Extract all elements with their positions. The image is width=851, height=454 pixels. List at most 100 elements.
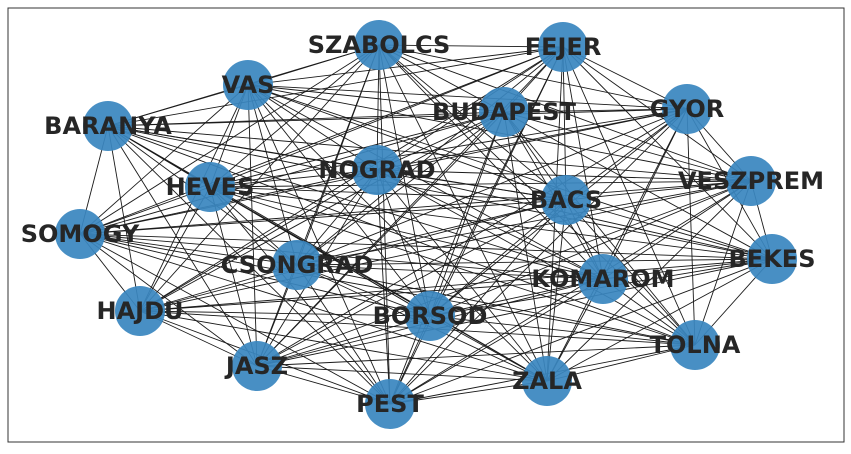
edge-veszprem-bacs (565, 180, 752, 201)
node-label-pest: PEST (356, 390, 424, 418)
edge-gyor-baranya (107, 108, 688, 127)
edge-budapest-csongrad (296, 111, 505, 266)
node-pest (365, 379, 415, 429)
edge-veszprem-borsod (429, 180, 752, 317)
edge-bacs-pest (389, 199, 567, 405)
edge-heves-jasz (209, 186, 258, 367)
node-komarom (578, 254, 628, 304)
edge-vas-csongrad (247, 84, 298, 266)
edge-somogy-tolna (79, 233, 696, 346)
edge-somogy-borsod (79, 233, 431, 317)
edge-veszprem-jasz (256, 180, 752, 367)
edge-baranya-pest (107, 125, 391, 405)
edge-tolna-jasz (256, 344, 696, 367)
edge-budapest-hajdu (139, 111, 505, 312)
node-label-hajdu: HAJDU (97, 297, 184, 325)
edge-fejer-bekes (562, 46, 773, 260)
edge-vas-komarom (247, 84, 604, 280)
edge-budapest-bekes (503, 111, 773, 260)
edge-csongrad-hajdu (139, 264, 298, 312)
edge-szabolcs-fejer (378, 44, 564, 48)
edge-fejer-bacs (562, 46, 567, 201)
edge-heves-bacs (209, 186, 567, 201)
edge-tolna-zala (546, 344, 696, 382)
edge-szabolcs-komarom (378, 44, 604, 280)
edge-szabolcs-bacs (378, 44, 567, 201)
edge-nograd-tolna (376, 169, 696, 346)
edge-somogy-zala (79, 233, 548, 382)
edge-somogy-komarom (79, 233, 604, 280)
node-bekes (747, 234, 797, 284)
edge-veszprem-komarom (602, 180, 752, 280)
node-jasz (232, 341, 282, 391)
node-borsod (405, 291, 455, 341)
edge-budapest-tolna (503, 111, 696, 346)
edge-baranya-veszprem (107, 125, 752, 182)
edge-vas-borsod (247, 84, 431, 317)
edge-bekes-jasz (256, 258, 773, 367)
edge-fejer-tolna (562, 46, 696, 346)
edge-csongrad-tolna (296, 264, 696, 346)
edge-gyor-komarom (602, 108, 688, 280)
edge-gyor-tolna (686, 108, 696, 346)
edge-szabolcs-hajdu (139, 44, 380, 312)
edge-bekes-hajdu (139, 258, 773, 312)
node-label-baranya: BARANYA (44, 112, 172, 140)
node-label-tolna: TOLNA (650, 331, 741, 359)
node-label-bacs: BACS (530, 186, 602, 214)
edge-hajdu-borsod (139, 310, 431, 317)
edge-bacs-tolna (565, 199, 696, 346)
node-label-vas: VAS (222, 71, 275, 99)
edge-fejer-somogy (79, 46, 564, 235)
edge-veszprem-hajdu (139, 180, 752, 312)
edge-fejer-komarom (562, 46, 604, 280)
node-hajdu (115, 286, 165, 336)
edge-vas-gyor (247, 84, 688, 110)
edge-zala-pest (389, 380, 548, 405)
edge-bacs-somogy (79, 199, 567, 235)
edge-vas-bekes (247, 84, 773, 260)
edge-szabolcs-zala (378, 44, 548, 382)
edge-bacs-hajdu (139, 199, 567, 312)
edge-budapest-baranya (107, 111, 505, 127)
node-nograd (352, 145, 402, 195)
node-csongrad (272, 240, 322, 290)
node-fejer (538, 22, 588, 72)
edge-budapest-borsod (429, 111, 505, 317)
edge-fejer-pest (389, 46, 564, 405)
node-budapest (479, 87, 529, 137)
plot-frame (7, 7, 845, 443)
edge-bacs-jasz (256, 199, 567, 367)
node-label-budapest: BUDAPEST (432, 98, 577, 126)
node-label-komarom: KOMAROM (531, 265, 674, 293)
edge-gyor-pest (389, 108, 688, 405)
node-label-jasz: JASZ (224, 352, 288, 380)
node-label-szabolcs: SZABOLCS (308, 31, 451, 59)
edge-baranya-jasz (107, 125, 258, 367)
edge-vas-nograd (247, 84, 378, 171)
edge-gyor-bacs (565, 108, 688, 201)
node-label-heves: HEVES (166, 173, 255, 201)
edge-gyor-nograd (376, 108, 688, 171)
node-label-veszprem: VESZPREM (678, 167, 824, 195)
edge-gyor-csongrad (296, 108, 688, 266)
edge-heves-bekes (209, 186, 773, 260)
node-label-bekes: BEKES (729, 245, 816, 273)
edge-vas-zala (247, 84, 548, 382)
edge-komarom-borsod (429, 278, 604, 317)
edge-budapest-heves (209, 111, 505, 188)
node-label-gyor: GYOR (650, 95, 725, 123)
edge-nograd-heves (209, 169, 378, 188)
edge-bekes-pest (389, 258, 773, 405)
edge-veszprem-heves (209, 180, 752, 188)
edge-jasz-zala (256, 365, 548, 382)
edge-budapest-somogy (79, 111, 505, 235)
edge-fejer-heves (209, 46, 564, 188)
edge-heves-zala (209, 186, 548, 382)
node-label-nograd: NOGRAD (318, 156, 435, 184)
edge-vas-budapest (247, 84, 505, 113)
edge-szabolcs-pest (378, 44, 391, 405)
edge-hajdu-zala (139, 310, 548, 382)
